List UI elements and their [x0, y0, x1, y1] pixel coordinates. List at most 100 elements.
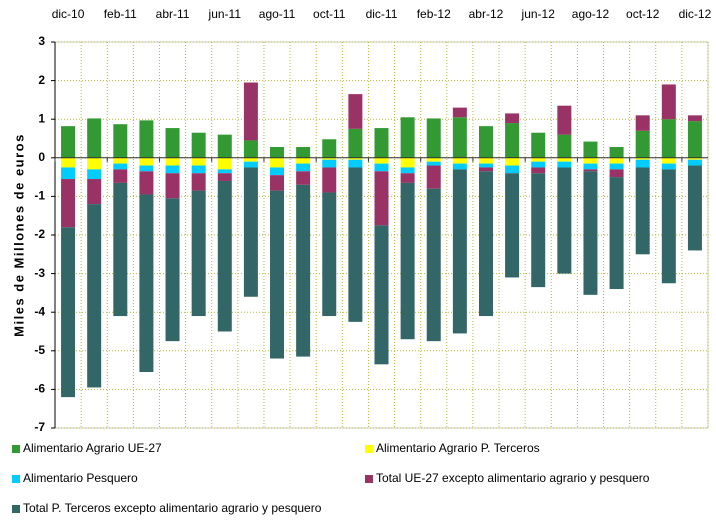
- bar-segment: [243, 82, 258, 141]
- bar-segment: [348, 167, 363, 322]
- bar-segment: [296, 146, 311, 158]
- x-tick-label: jun-12: [521, 7, 556, 21]
- bar-segment: [478, 126, 493, 158]
- bar-segment: [583, 169, 598, 172]
- bar-segment: [87, 157, 102, 170]
- bar-segment: [400, 117, 415, 158]
- bar-segment: [270, 175, 285, 191]
- bar-segment: [505, 123, 520, 158]
- bar-segment: [687, 157, 702, 160]
- bar-segment: [322, 167, 337, 193]
- bar-segment: [531, 132, 546, 158]
- bar-segment: [87, 169, 102, 180]
- y-tick-label: 0: [38, 150, 45, 164]
- legend-label: Total P. Terceros excepto alimentario ag…: [23, 501, 322, 515]
- bar-segment: [583, 157, 598, 164]
- bar-segment: [243, 161, 258, 168]
- bar-segment: [374, 157, 389, 164]
- bar-segment: [113, 124, 128, 158]
- bar-segment: [635, 159, 650, 168]
- bar-segment: [374, 225, 389, 365]
- bar-segment: [557, 157, 572, 162]
- bar-segment: [531, 161, 546, 168]
- bar-segment: [452, 107, 467, 118]
- legend-swatch: [365, 445, 373, 453]
- bar-segment: [478, 171, 493, 317]
- legend-swatch: [12, 445, 20, 453]
- x-tick-label: dic-10: [52, 7, 85, 21]
- legend-swatch: [12, 505, 20, 513]
- bar-segment: [635, 167, 650, 255]
- bar-segment: [661, 163, 676, 170]
- bar-segment: [374, 128, 389, 158]
- bar-segment: [478, 167, 493, 172]
- bar-segment: [478, 157, 493, 164]
- bar-segment: [687, 115, 702, 122]
- bar-segment: [61, 179, 76, 228]
- bar-segment: [531, 173, 546, 288]
- bar-segment: [661, 119, 676, 158]
- bar-segment: [217, 157, 232, 170]
- bar-segment: [296, 171, 311, 185]
- bar-segment: [374, 163, 389, 172]
- bar-segment: [270, 190, 285, 359]
- bar-segment: [557, 105, 572, 135]
- bar-segment: [426, 161, 441, 166]
- y-tick-label: -2: [34, 227, 45, 241]
- bar-segment: [296, 163, 311, 172]
- bar-segment: [243, 157, 258, 162]
- bar-segment: [165, 128, 180, 158]
- x-tick-label: abr-11: [156, 7, 190, 21]
- x-tick-label: abr-12: [469, 7, 504, 21]
- bar-segment: [191, 173, 206, 191]
- bar-segment: [426, 118, 441, 158]
- x-tick-label: feb-12: [417, 7, 451, 21]
- bar-segment: [400, 173, 415, 183]
- bar-segment: [217, 180, 232, 332]
- bar-segment: [113, 157, 128, 164]
- bar-segment: [557, 134, 572, 158]
- bar-segment: [296, 184, 311, 357]
- bar-segment: [531, 167, 546, 174]
- bar-segment: [270, 146, 285, 158]
- bar-segment: [609, 163, 624, 170]
- bar-segment: [557, 167, 572, 274]
- bar-segment: [113, 163, 128, 170]
- bar-segment: [165, 157, 180, 166]
- y-tick-label: -3: [34, 266, 45, 280]
- bar-segment: [217, 169, 232, 174]
- y-tick-label: 2: [38, 73, 45, 87]
- bar-segment: [531, 157, 546, 162]
- bar-segment: [609, 177, 624, 290]
- x-tick-label: ago-12: [572, 7, 610, 21]
- bar-segment: [452, 117, 467, 158]
- bar-segment: [87, 204, 102, 388]
- bar-segment: [348, 159, 363, 168]
- bar-segment: [322, 139, 337, 158]
- bar-segment: [348, 157, 363, 160]
- bar-segment: [139, 120, 154, 158]
- bar-segment: [87, 179, 102, 205]
- bar-segment: [113, 169, 128, 183]
- bar-segment: [243, 140, 258, 158]
- x-tick-label: ago-11: [259, 7, 296, 21]
- legend-label: Alimentario Pesquero: [23, 471, 138, 485]
- bar-segment: [400, 167, 415, 174]
- y-tick-label: 3: [38, 34, 45, 48]
- bar-segment: [61, 157, 76, 168]
- bar-segment: [687, 121, 702, 158]
- y-tick-label: -7: [34, 420, 45, 434]
- bar-segment: [191, 190, 206, 317]
- bar-segment: [400, 157, 415, 168]
- legend-label: Alimentario Agrario P. Terceros: [376, 441, 540, 455]
- bar-segment: [348, 128, 363, 158]
- bar-segment: [322, 157, 337, 160]
- bar-segment: [61, 126, 76, 158]
- bar-segment: [505, 157, 520, 166]
- bar-segment: [374, 171, 389, 226]
- bar-segment: [557, 161, 572, 168]
- bar-segment: [217, 173, 232, 181]
- bar-segment: [635, 157, 650, 160]
- bar-segment: [61, 227, 76, 398]
